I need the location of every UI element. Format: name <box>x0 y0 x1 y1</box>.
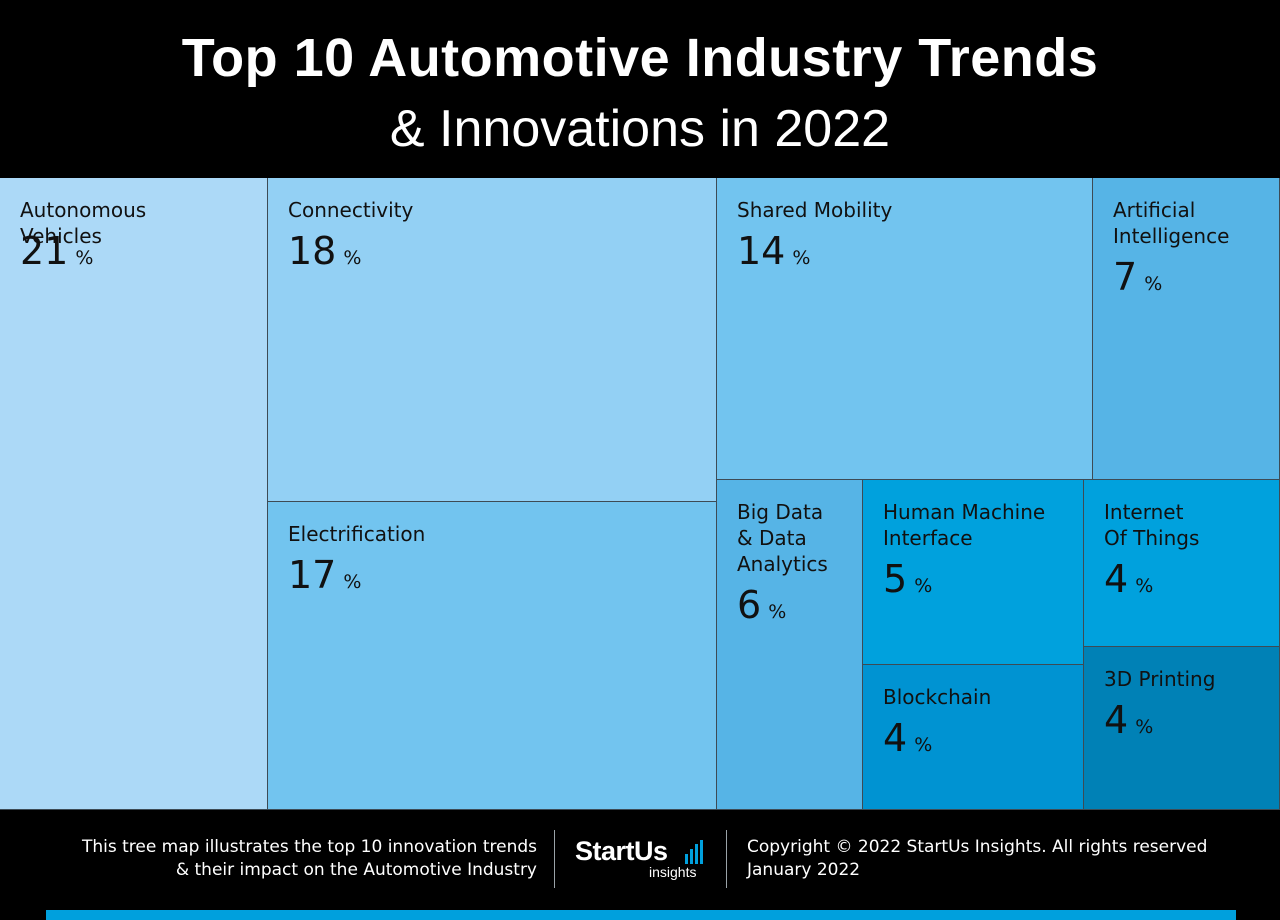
footer: This tree map illustrates the top 10 inn… <box>0 810 1280 920</box>
tile-human-machine-interface: Human Machine Interface 5% <box>863 480 1084 665</box>
tile-label: Internet Of Things <box>1104 500 1200 550</box>
tile-value-number: 21 <box>20 229 69 273</box>
tile-value-unit: % <box>792 247 811 269</box>
tile-value-number: 18 <box>288 229 337 273</box>
tile-connectivity: Connectivity 18% <box>268 178 717 502</box>
bar-chart-icon <box>685 840 703 864</box>
tile-label: Connectivity <box>288 198 414 222</box>
tile-value: 21% <box>20 229 93 281</box>
tile-value-number: 4 <box>883 716 908 760</box>
logo-wordmark: StartUs <box>575 836 668 866</box>
tile-blockchain: Blockchain 4% <box>863 665 1084 810</box>
header: Top 10 Automotive Industry Trends & Inno… <box>0 0 1280 178</box>
tile-3d-printing: 3D Printing 4% <box>1084 647 1280 810</box>
footer-divider <box>726 830 727 888</box>
tile-value-unit: % <box>768 601 787 623</box>
tile-internet-of-things: Internet Of Things 4% <box>1084 480 1280 647</box>
tile-label: Big Data & Data Analytics <box>737 500 828 576</box>
chart-subtitle: & Innovations in 2022 <box>389 100 891 158</box>
tile-value: 17% <box>288 553 361 605</box>
chart-title: Top 10 Automotive Industry Trends <box>181 28 1099 88</box>
tile-value-unit: % <box>75 247 94 269</box>
treemap: Autonomous Vehicles 21% Connectivity 18% Ele… <box>0 178 1280 810</box>
tile-value-unit: % <box>1135 575 1154 597</box>
accent-bar <box>46 910 1236 920</box>
startus-insights-logo: StartUs insights <box>575 836 715 886</box>
tile-value-unit: % <box>1144 273 1163 295</box>
tile-value-unit: % <box>914 575 933 597</box>
tile-label: 3D Printing <box>1104 667 1216 691</box>
tile-value-unit: % <box>343 571 362 593</box>
tile-autonomous-vehicles: Autonomous Vehicles 21% <box>0 178 268 810</box>
tile-value: 14% <box>737 229 810 281</box>
tile-value-number: 17 <box>288 553 337 597</box>
tile-value: 18% <box>288 229 361 281</box>
tile-value-number: 6 <box>737 583 762 627</box>
tile-value: 6% <box>737 583 786 635</box>
tile-artificial-intelligence: Artificial Intelligence 7% <box>1093 178 1280 480</box>
tile-value-number: 14 <box>737 229 786 273</box>
logo-subtitle: insights <box>649 864 697 880</box>
tile-value: 4% <box>1104 557 1153 609</box>
tile-label: Blockchain <box>883 685 992 709</box>
tile-value-unit: % <box>343 247 362 269</box>
tile-value: 4% <box>883 716 932 768</box>
footer-caption: This tree map illustrates the top 10 inn… <box>81 837 537 880</box>
tile-value-number: 7 <box>1113 255 1138 299</box>
tile-value-unit: % <box>914 734 933 756</box>
tile-value-number: 4 <box>1104 698 1129 742</box>
tile-value: 7% <box>1113 255 1162 307</box>
tile-label: Artificial Intelligence <box>1113 198 1230 248</box>
tile-big-data-and-data-analytics: Big Data & Data Analytics 6% <box>717 480 863 810</box>
tile-label: Human Machine Interface <box>883 500 1046 550</box>
tile-value-unit: % <box>1135 716 1154 738</box>
tile-label: Autonomous Vehicles <box>20 198 147 248</box>
copyright-text: Copyright © 2022 StartUs Insights. All r… <box>747 837 1208 880</box>
tile-value-number: 5 <box>883 557 908 601</box>
tile-value: 4% <box>1104 698 1153 750</box>
tile-value-number: 4 <box>1104 557 1129 601</box>
tile-shared-mobility: Shared Mobility 14% <box>717 178 1093 480</box>
tile-electrification: Electrification 17% <box>268 502 717 810</box>
tile-value: 5% <box>883 557 932 609</box>
tile-label: Electrification <box>288 522 426 546</box>
footer-divider <box>554 830 555 888</box>
tile-label: Shared Mobility <box>737 198 893 222</box>
